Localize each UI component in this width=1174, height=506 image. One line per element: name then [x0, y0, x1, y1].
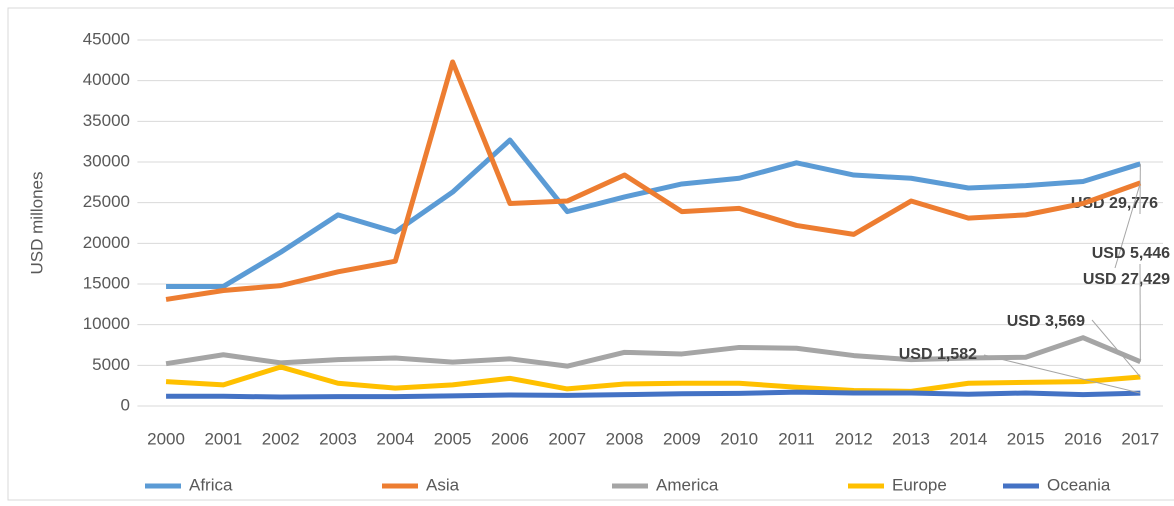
y-tick-label: 5000 [92, 355, 130, 374]
series-line [165, 59, 1142, 302]
data-label: USD 3,569 [1007, 313, 1085, 330]
x-tick-label: 2003 [319, 429, 357, 448]
y-tick-label: 45000 [83, 29, 130, 48]
leader-line [1091, 319, 1141, 378]
x-tick-label: 2007 [548, 429, 586, 448]
y-tick-label: 10000 [83, 314, 130, 333]
x-tick-label: 2011 [778, 429, 815, 448]
x-tick-label: 2001 [204, 429, 242, 448]
x-tick-label: 2013 [892, 429, 930, 448]
y-tick-label: 0 [121, 395, 130, 414]
x-tick-label: 2004 [376, 429, 414, 448]
data-label: USD 5,446 [1092, 245, 1170, 262]
x-tick-label: 2015 [1007, 429, 1045, 448]
legend-label: Europe [892, 475, 947, 494]
x-tick-label: 2000 [147, 429, 185, 448]
x-tick-label: 2010 [720, 429, 758, 448]
x-tick-label: 2005 [434, 429, 472, 448]
y-tick-label: 15000 [83, 273, 130, 292]
y-axis-title: USD millones [27, 172, 46, 275]
legend-label: America [656, 475, 719, 494]
y-tick-label: 30000 [83, 151, 130, 170]
x-tick-label: 2002 [262, 429, 300, 448]
legend-label: Asia [426, 475, 460, 494]
series-line [165, 364, 1141, 394]
x-tick-label: 2017 [1121, 429, 1159, 448]
leader-line [983, 354, 1141, 394]
y-tick-label: 20000 [83, 233, 130, 252]
y-tick-label: 40000 [83, 70, 130, 89]
x-tick-label: 2016 [1064, 429, 1102, 448]
chart-border [7, 7, 1174, 501]
legend-label: Oceania [1047, 475, 1111, 494]
series-line [166, 389, 1141, 400]
x-tick-label: 2006 [491, 429, 529, 448]
x-tick-label: 2012 [835, 429, 873, 448]
x-tick-label: 2008 [606, 429, 644, 448]
legend-label: Africa [189, 475, 233, 494]
leader-line [1114, 182, 1141, 269]
y-tick-label: 35000 [83, 111, 130, 130]
data-label: USD 27,429 [1083, 271, 1170, 288]
x-tick-label: 2014 [949, 429, 987, 448]
y-tick-label: 25000 [83, 192, 130, 211]
data-label: USD 1,582 [899, 346, 977, 363]
series-line [165, 335, 1142, 369]
x-tick-label: 2009 [663, 429, 701, 448]
